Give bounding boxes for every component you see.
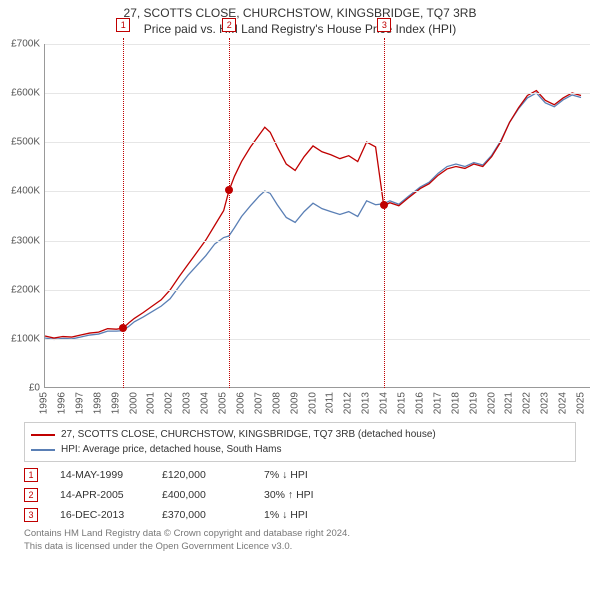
x-tick-label: 2007 <box>253 392 264 414</box>
transaction-delta: 30% ↑ HPI <box>264 489 344 501</box>
chart-title-block: 27, SCOTTS CLOSE, CHURCHSTOW, KINGSBRIDG… <box>0 0 600 38</box>
footer-notice: Contains HM Land Registry data © Crown c… <box>24 528 576 554</box>
transaction-date: 14-APR-2005 <box>60 489 140 501</box>
y-tick-label: £500K <box>11 137 40 148</box>
x-tick-label: 2006 <box>235 392 246 414</box>
x-tick-label: 2003 <box>182 392 193 414</box>
marker-box-icon: 1 <box>116 18 130 32</box>
transaction-price: £120,000 <box>162 469 242 481</box>
transaction-marker-icon: 2 <box>24 488 38 502</box>
y-tick-label: £300K <box>11 235 40 246</box>
x-tick-label: 2021 <box>504 392 515 414</box>
legend-swatch-icon <box>31 449 55 451</box>
marker-vline <box>123 38 124 388</box>
x-axis: 1995199619971998199920002001200220032004… <box>44 388 590 418</box>
marker-box-icon: 3 <box>377 18 391 32</box>
y-tick-label: £700K <box>11 39 40 50</box>
transaction-price: £370,000 <box>162 509 242 521</box>
y-tick-label: £400K <box>11 186 40 197</box>
x-tick-label: 2022 <box>522 392 533 414</box>
x-tick-label: 1997 <box>74 392 85 414</box>
y-tick-label: £200K <box>11 284 40 295</box>
transaction-marker-icon: 1 <box>24 468 38 482</box>
transaction-row: 1 14-MAY-1999 £120,000 7% ↓ HPI <box>24 468 576 482</box>
marker-dot-icon <box>119 324 127 332</box>
x-tick-label: 2025 <box>576 392 587 414</box>
x-tick-label: 2001 <box>146 392 157 414</box>
transaction-marker-icon: 3 <box>24 508 38 522</box>
marker-dot-icon <box>380 201 388 209</box>
marker-box-icon: 2 <box>222 18 236 32</box>
x-tick-label: 2010 <box>307 392 318 414</box>
legend-swatch-icon <box>31 434 55 436</box>
footer-line: This data is licensed under the Open Gov… <box>24 541 576 554</box>
transactions-table: 1 14-MAY-1999 £120,000 7% ↓ HPI 2 14-APR… <box>24 468 576 522</box>
chart-subtitle: Price paid vs. HM Land Registry's House … <box>0 22 600 36</box>
y-tick-label: £600K <box>11 88 40 99</box>
marker-dot-icon <box>225 186 233 194</box>
transaction-row: 2 14-APR-2005 £400,000 30% ↑ HPI <box>24 488 576 502</box>
chart-legend: 27, SCOTTS CLOSE, CHURCHSTOW, KINGSBRIDG… <box>24 422 576 462</box>
transaction-delta: 7% ↓ HPI <box>264 469 344 481</box>
legend-label: 27, SCOTTS CLOSE, CHURCHSTOW, KINGSBRIDG… <box>61 427 436 442</box>
legend-row: 27, SCOTTS CLOSE, CHURCHSTOW, KINGSBRIDG… <box>31 427 569 442</box>
footer-line: Contains HM Land Registry data © Crown c… <box>24 528 576 541</box>
x-tick-label: 2013 <box>361 392 372 414</box>
x-tick-label: 2023 <box>540 392 551 414</box>
legend-row: HPI: Average price, detached house, Sout… <box>31 442 569 457</box>
legend-label: HPI: Average price, detached house, Sout… <box>61 442 282 457</box>
transaction-date: 16-DEC-2013 <box>60 509 140 521</box>
x-tick-label: 2002 <box>164 392 175 414</box>
line-series-svg <box>45 44 590 387</box>
x-tick-label: 2020 <box>486 392 497 414</box>
x-tick-label: 2011 <box>325 392 336 414</box>
x-tick-label: 2009 <box>289 392 300 414</box>
x-tick-label: 2017 <box>432 392 443 414</box>
x-tick-label: 2004 <box>200 392 211 414</box>
y-axis: £0£100K£200K£300K£400K£500K£600K£700K <box>0 38 44 388</box>
y-tick-label: £100K <box>11 333 40 344</box>
x-tick-label: 2024 <box>558 392 569 414</box>
transaction-price: £400,000 <box>162 489 242 501</box>
x-tick-label: 2012 <box>343 392 354 414</box>
x-tick-label: 1998 <box>92 392 103 414</box>
plot-area: 123 <box>44 44 590 388</box>
x-tick-label: 1996 <box>56 392 67 414</box>
x-tick-label: 2019 <box>468 392 479 414</box>
series-line-price_paid <box>45 91 581 338</box>
x-tick-label: 2015 <box>397 392 408 414</box>
chart-title-address: 27, SCOTTS CLOSE, CHURCHSTOW, KINGSBRIDG… <box>0 6 600 20</box>
x-tick-label: 2016 <box>414 392 425 414</box>
series-line-hpi <box>45 93 581 339</box>
marker-vline <box>229 38 230 388</box>
transaction-delta: 1% ↓ HPI <box>264 509 344 521</box>
x-tick-label: 2014 <box>379 392 390 414</box>
marker-vline <box>384 38 385 388</box>
x-tick-label: 2005 <box>218 392 229 414</box>
x-tick-label: 2008 <box>271 392 282 414</box>
chart-area: £0£100K£200K£300K£400K£500K£600K£700K 12… <box>0 38 600 418</box>
x-tick-label: 2000 <box>128 392 139 414</box>
x-tick-label: 1999 <box>110 392 121 414</box>
x-tick-label: 1995 <box>39 392 50 414</box>
transaction-row: 3 16-DEC-2013 £370,000 1% ↓ HPI <box>24 508 576 522</box>
x-tick-label: 2018 <box>450 392 461 414</box>
transaction-date: 14-MAY-1999 <box>60 469 140 481</box>
